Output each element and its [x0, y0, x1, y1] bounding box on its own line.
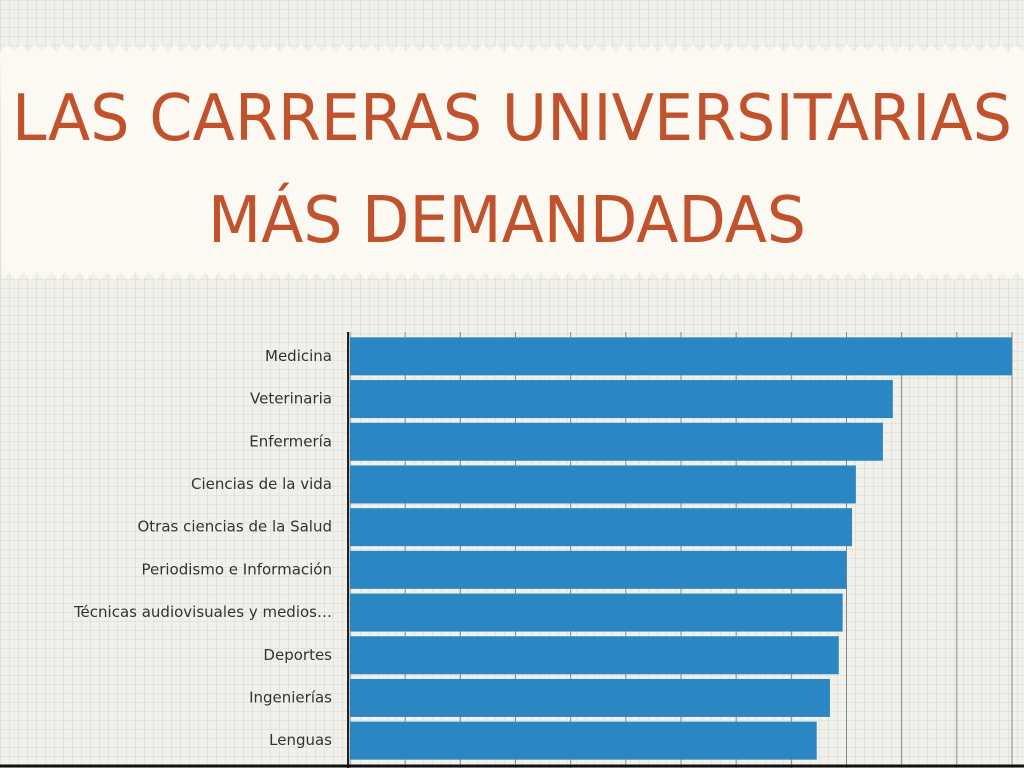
bar: [350, 721, 817, 760]
bar: [350, 380, 893, 419]
category-label: Técnicas audiovisuales y medios…: [73, 603, 332, 621]
bar: [350, 337, 1012, 376]
bar: [350, 508, 853, 547]
category-label: Veterinaria: [250, 390, 332, 408]
bar: [350, 550, 847, 589]
title-band: [0, 44, 1024, 280]
category-label: Periodismo e Información: [141, 560, 332, 578]
plot: Medicina Veterinaria Enfermería Ciencias de…: [0, 332, 1024, 768]
category-label: Deportes: [263, 646, 332, 664]
bar: [350, 422, 883, 461]
category-label: Otras ciencias de la Salud: [137, 518, 332, 536]
category-label: Medicina: [265, 347, 332, 365]
category-label: Ingenierías: [249, 688, 332, 706]
bar: [350, 593, 843, 632]
category-label: Lenguas: [269, 731, 332, 749]
title-line: MÁS DEMANDADAS: [208, 182, 806, 258]
category-label: Enfermería: [249, 432, 332, 450]
category-label: Ciencias de la vida: [191, 475, 332, 493]
bar: [350, 636, 839, 675]
bar: [350, 465, 856, 504]
title-line: LAS CARRERAS UNIVERSITARIAS: [12, 82, 1012, 156]
bar: [350, 678, 830, 717]
